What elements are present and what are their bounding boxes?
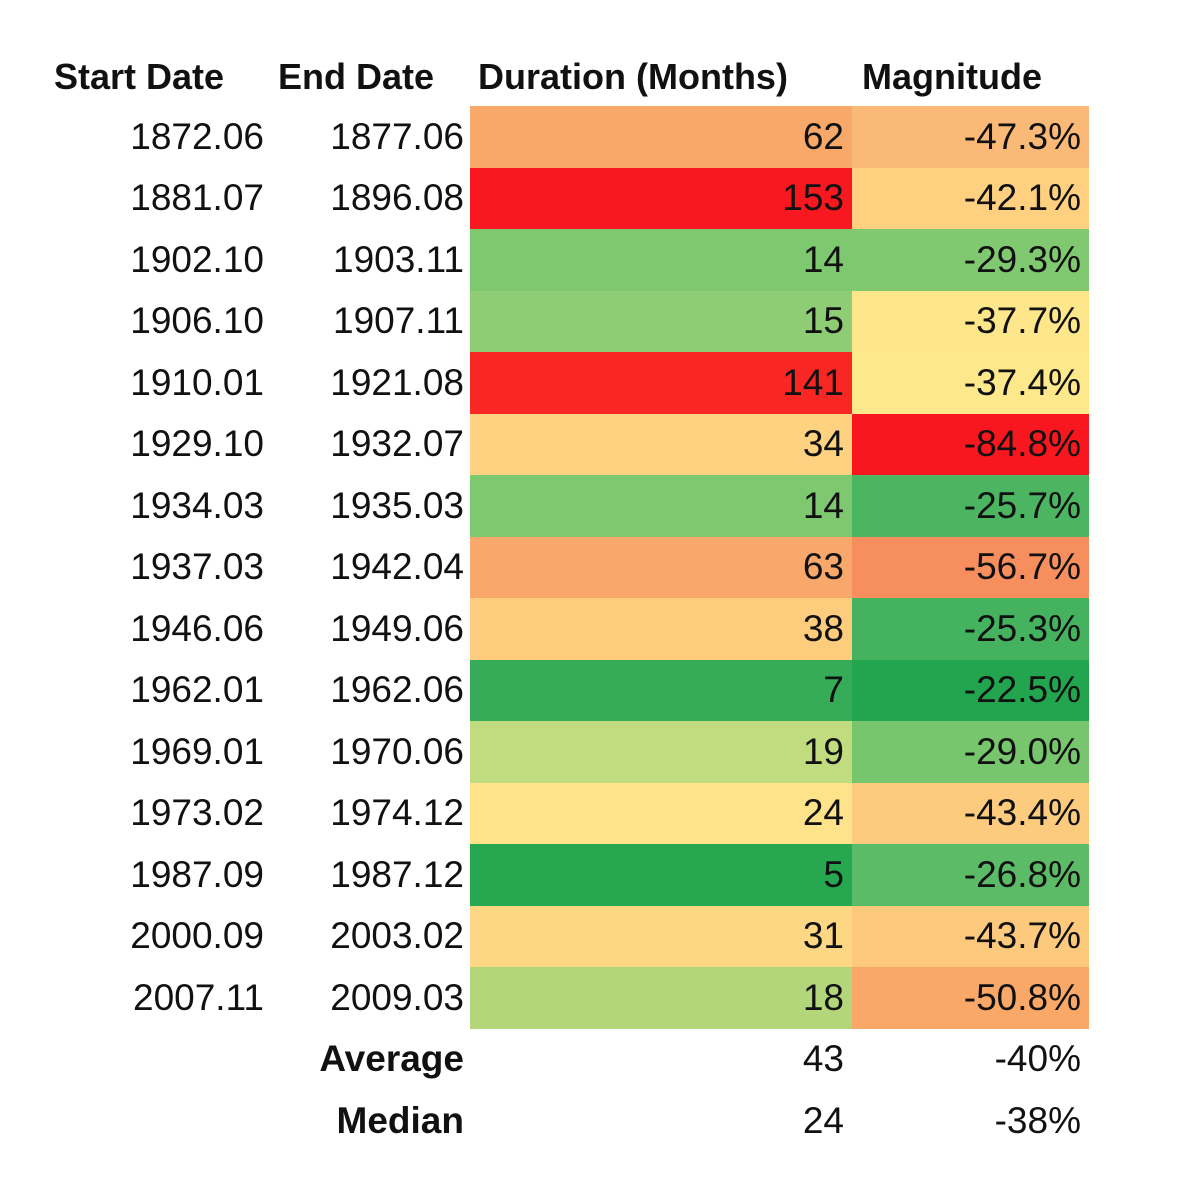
duration-cell: 7 [470,659,852,721]
end-date-cell: 1903.11 [333,238,464,280]
summary-label: Average [319,1038,464,1080]
start-date-cell: 1902.10 [130,238,264,280]
duration-cell: 18 [470,967,852,1029]
start-date-cell: 1881.07 [130,177,264,219]
duration-cell: 14 [470,475,852,537]
start-date-cell: 1973.02 [130,792,264,834]
end-date-cell: 1949.06 [330,607,464,649]
end-date-cell: 1942.04 [330,546,464,588]
start-date-cell: 1910.01 [130,361,264,403]
summary-duration: 24 [802,1099,844,1141]
magnitude-cell: -56.7% [852,536,1089,598]
start-date-cell: 1929.10 [130,423,264,465]
start-date-cell: 1969.01 [130,730,264,772]
summary-row: Median 24 -38% [50,1090,1095,1152]
summary-spacer [50,1090,270,1152]
end-date-cell: 1896.08 [330,177,464,219]
magnitude-cell: -37.4% [852,352,1089,414]
magnitude-cell: -43.4% [852,782,1089,844]
end-date-cell: 1932.07 [330,423,464,465]
end-date-cell: 1987.12 [330,853,464,895]
start-date-cell: 1962.01 [130,669,264,711]
summary-rows: Average 43 -40% Median 24 -38% [50,1029,1095,1152]
duration-cell: 5 [470,844,852,906]
header-duration: Duration (Months) [478,56,788,97]
table-row: 2007.11 2009.03 18 -50.8% [50,967,1095,1029]
end-date-cell: 1935.03 [330,484,464,526]
table-row: 1946.06 1949.06 38 -25.3% [50,598,1095,660]
summary-magnitude: -38% [994,1099,1081,1141]
start-date-cell: 1946.06 [130,607,264,649]
end-date-cell: 2009.03 [330,976,464,1018]
duration-cell: 34 [470,413,852,475]
start-date-cell: 2007.11 [133,976,264,1018]
table-row: 1910.01 1921.08 141 -37.4% [50,352,1095,414]
duration-cell: 63 [470,536,852,598]
magnitude-cell: -22.5% [852,659,1089,721]
magnitude-cell: -42.1% [852,167,1089,229]
table-row: 1937.03 1942.04 63 -56.7% [50,536,1095,598]
duration-cell: 38 [470,598,852,660]
summary-row: Average 43 -40% [50,1029,1095,1091]
start-date-cell: 1872.06 [130,115,264,157]
summary-label: Median [336,1099,464,1141]
duration-cell: 15 [470,290,852,352]
magnitude-cell: -50.8% [852,967,1089,1029]
data-rows: 1872.06 1877.06 62 -47.3% 1881.07 1896.08 153-… [50,106,1095,1029]
duration-cell: 19 [470,721,852,783]
end-date-cell: 1921.08 [330,361,464,403]
table-row: 1969.01 1970.06 19 -29.0% [50,721,1095,783]
table-row: 1962.01 1962.06 7 -22.5% [50,659,1095,721]
end-date-cell: 1970.06 [330,730,464,772]
start-date-cell: 1987.09 [130,853,264,895]
magnitude-cell: -43.7% [852,905,1089,967]
magnitude-cell: -37.7% [852,290,1089,352]
table-row: 2000.09 2003.02 31 -43.7% [50,905,1095,967]
duration-cell: 62 [470,106,852,168]
start-date-cell: 1906.10 [130,300,264,342]
magnitude-cell: -84.8% [852,413,1089,475]
table-row: 1881.07 1896.08 153 -42.1% [50,167,1095,229]
table-row: 1872.06 1877.06 62 -47.3% [50,106,1095,168]
magnitude-cell: -25.7% [852,475,1089,537]
header-start-date: Start Date [54,56,225,97]
table-row: 1987.09 1987.12 5 -26.8% [50,844,1095,906]
magnitude-cell: -47.3% [852,106,1089,168]
start-date-cell: 1937.03 [130,546,264,588]
magnitude-cell: -25.3% [852,598,1089,660]
duration-cell: 31 [470,905,852,967]
summary-magnitude: -40% [994,1038,1081,1080]
duration-cell: 24 [470,782,852,844]
end-date-cell: 1962.06 [330,669,464,711]
magnitude-cell: -29.3% [852,229,1089,291]
summary-spacer [50,1029,270,1091]
duration-cell: 153 [470,167,852,229]
end-date-cell: 1907.11 [333,300,464,342]
header-row: Start Date End Date Duration (Months) Ma… [50,48,1095,106]
header-magnitude: Magnitude [862,56,1042,97]
end-date-cell: 1877.06 [330,115,464,157]
table-row: 1934.03 1935.03 14 -25.7% [50,475,1095,537]
table-row: 1906.10 1907.11 15 -37.7% [50,290,1095,352]
start-date-cell: 1934.03 [130,484,264,526]
start-date-cell: 2000.09 [130,915,264,957]
magnitude-cell: -29.0% [852,721,1089,783]
bear-market-table: Start Date End Date Duration (Months) Ma… [50,48,1095,1152]
end-date-cell: 1974.12 [330,792,464,834]
magnitude-cell: -26.8% [852,844,1089,906]
duration-cell: 14 [470,229,852,291]
summary-duration: 43 [802,1038,844,1080]
table-row: 1973.02 1974.12 24 -43.4% [50,782,1095,844]
table-row: 1929.10 1932.07 34 -84.8% [50,413,1095,475]
table-row: 1902.10 1903.11 14 -29.3% [50,229,1095,291]
duration-cell: 141 [470,352,852,414]
header-end-date: End Date [278,56,435,97]
end-date-cell: 2003.02 [330,915,464,957]
